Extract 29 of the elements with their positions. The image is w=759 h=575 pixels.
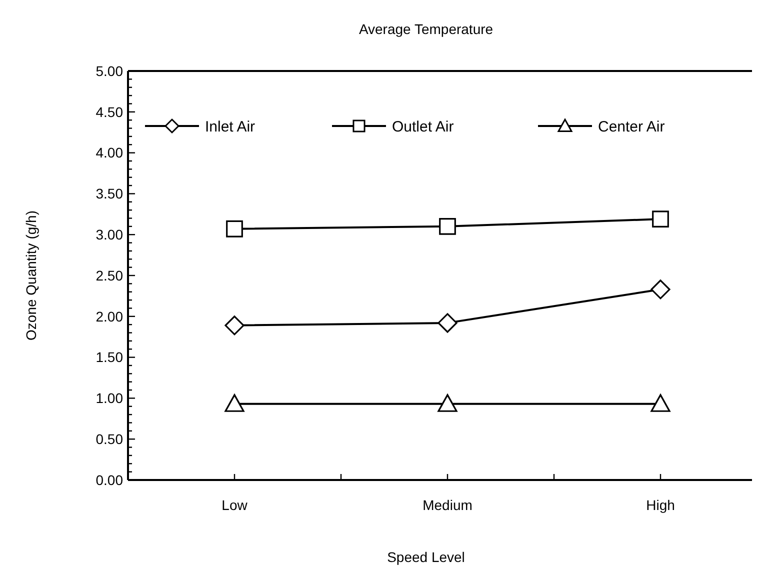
y-tick-label: 1.00 <box>96 390 124 406</box>
y-tick-label: 0.50 <box>96 431 124 447</box>
y-tick-label: 5.00 <box>96 62 124 79</box>
point <box>650 394 670 412</box>
x-axis-title: Speed Level <box>387 549 465 565</box>
y-tick-label: 2.00 <box>96 308 124 324</box>
point <box>438 394 458 412</box>
point <box>439 218 456 235</box>
point <box>224 316 244 336</box>
y-tick-label: 4.50 <box>96 104 124 120</box>
legend-label: Inlet Air <box>205 118 256 136</box>
y-tick-label: 0.00 <box>96 472 124 488</box>
x-tick-label: Low <box>222 497 248 513</box>
y-tick-label: 3.50 <box>96 186 124 202</box>
point <box>438 313 458 333</box>
y-tick-label: 2.50 <box>96 267 124 284</box>
point <box>650 280 670 300</box>
legend-label: Center Air <box>598 118 665 136</box>
y-tick-label: 3.00 <box>96 226 124 242</box>
y-axis-title: Ozone Quantity (g/h) <box>23 210 39 340</box>
point <box>652 210 669 228</box>
x-tick-label: High <box>646 497 675 513</box>
legend-label: Outlet Air <box>392 118 454 136</box>
point <box>224 394 244 412</box>
point <box>226 220 243 238</box>
x-tick-label: Medium <box>422 497 472 513</box>
chart-title: Average Temperature <box>358 21 494 37</box>
y-tick-label: 1.50 <box>96 349 124 366</box>
y-tick-label: 4.00 <box>96 144 124 161</box>
